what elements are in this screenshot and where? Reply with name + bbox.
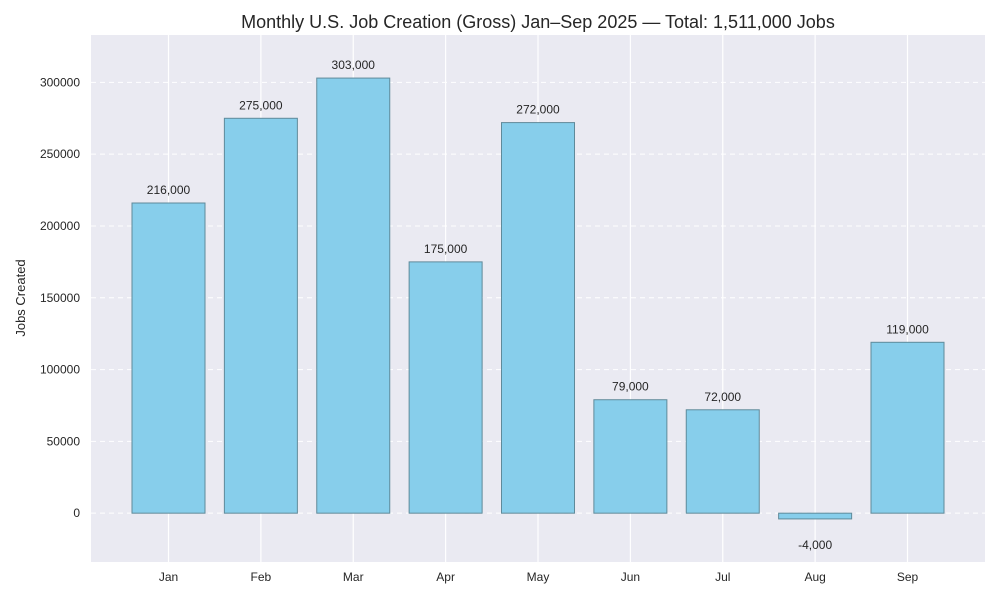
x-tick-labels: Jan Feb Mar Apr May Jun Jul Aug Sep bbox=[159, 570, 919, 584]
data-label: 275,000 bbox=[239, 98, 283, 112]
x-tick-label: Jan bbox=[159, 570, 178, 584]
bar-mar bbox=[316, 77, 391, 514]
bar-apr bbox=[408, 261, 483, 514]
data-label: -4,000 bbox=[798, 538, 832, 552]
bar-sep bbox=[870, 341, 945, 514]
y-tick-label: 50000 bbox=[47, 434, 81, 448]
x-tick-label: Mar bbox=[343, 570, 364, 584]
x-tick-label: Feb bbox=[251, 570, 272, 584]
y-tick-label: 300000 bbox=[40, 75, 80, 89]
chart-title: Monthly U.S. Job Creation (Gross) Jan–Se… bbox=[241, 12, 835, 32]
data-label: 175,000 bbox=[424, 242, 468, 256]
x-tick-label: Sep bbox=[897, 570, 919, 584]
x-tick-label: May bbox=[527, 570, 550, 584]
bar-aug bbox=[778, 512, 853, 520]
bar-may bbox=[501, 122, 575, 514]
data-label: 72,000 bbox=[704, 390, 741, 404]
y-tick-label: 0 bbox=[73, 506, 80, 520]
bars bbox=[131, 77, 945, 520]
bar-jun bbox=[593, 399, 668, 514]
x-tick-label: Jun bbox=[621, 570, 640, 584]
data-label: 216,000 bbox=[147, 183, 191, 197]
x-tick-label: Apr bbox=[436, 570, 455, 584]
y-tick-label: 150000 bbox=[40, 291, 80, 305]
y-tick-label: 100000 bbox=[40, 363, 80, 377]
data-label: 79,000 bbox=[612, 380, 649, 394]
y-tick-label: 200000 bbox=[40, 219, 80, 233]
y-tick-label: 250000 bbox=[40, 147, 80, 161]
data-label: 272,000 bbox=[516, 103, 560, 117]
bar-feb bbox=[223, 117, 298, 514]
x-tick-label: Aug bbox=[804, 570, 825, 584]
data-label: 119,000 bbox=[886, 322, 929, 336]
data-label: 303,000 bbox=[332, 58, 376, 72]
bar-jan bbox=[131, 202, 206, 514]
bar-jul bbox=[685, 409, 760, 514]
y-tick-labels: 0 50000 100000 150000 200000 250000 300000 bbox=[40, 75, 80, 520]
data-labels: 216,000 275,000 303,000 175,000 272,000 79,00… bbox=[147, 58, 929, 552]
x-tick-label: Jul bbox=[715, 570, 730, 584]
y-axis-label: Jobs Created bbox=[13, 259, 28, 336]
